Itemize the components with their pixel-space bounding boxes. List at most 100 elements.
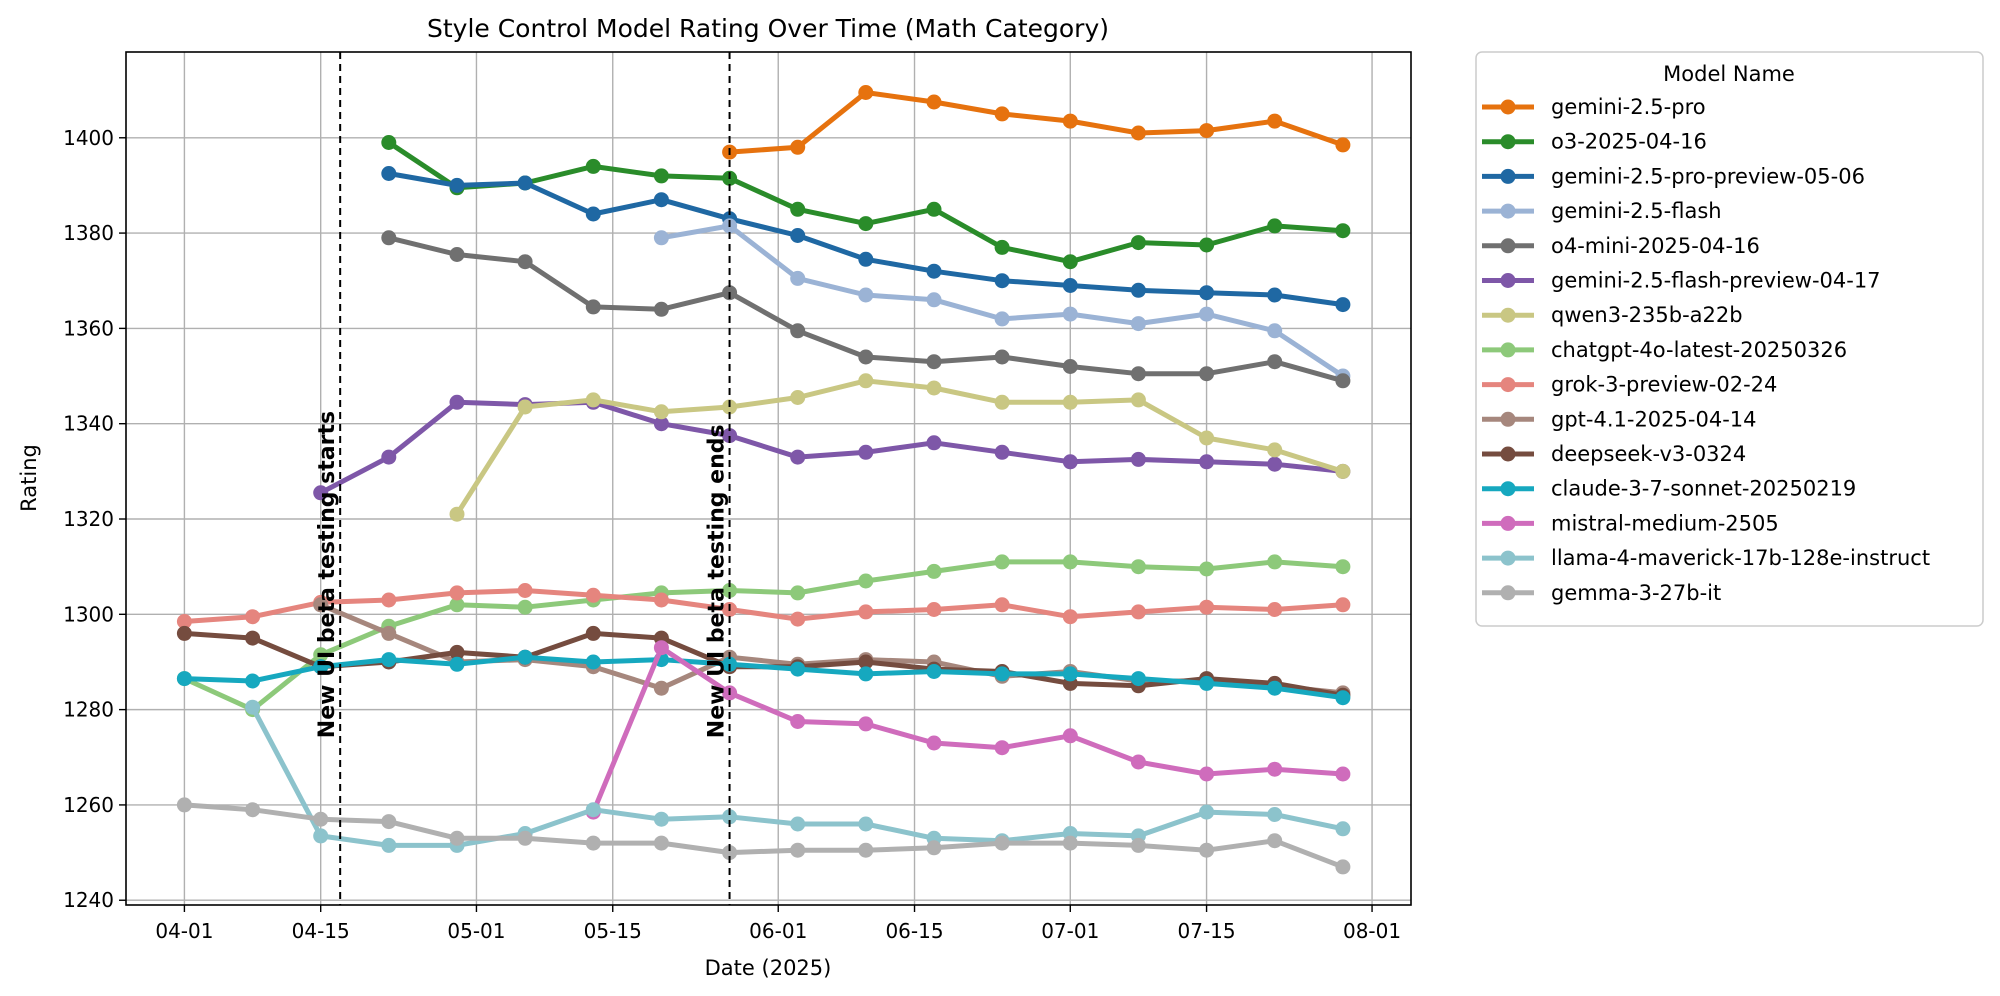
data-point [1130,604,1146,620]
data-point [1199,285,1215,301]
data-point [994,273,1010,289]
data-point [926,380,942,396]
legend-label: gpt-4.1-2025-04-14 [1551,407,1757,431]
data-point [313,811,329,827]
series-line [181,802,1346,870]
series-line [181,654,1346,701]
data-point [517,583,533,598]
data-point [926,263,942,279]
data-point [1199,599,1215,615]
data-point [1335,559,1351,575]
annotation-layer: New UI beta testing starts New UI beta te… [315,52,731,905]
data-point [1062,113,1078,129]
data-point [858,666,874,682]
data-point [245,630,261,646]
legend-item: claude-3-7-sonnet-20250219 [1482,477,1856,501]
data-point [790,228,806,243]
legend-label: o3-2025-04-16 [1551,130,1707,154]
data-point [858,654,874,670]
data-point [1267,761,1283,777]
legend-item: mistral-medium-2505 [1482,511,1779,535]
data-point [313,659,329,675]
data-point [381,625,397,641]
data-point [381,166,397,181]
data-point [1130,451,1146,467]
data-point [994,835,1010,851]
y-tick-label: 1380 [63,221,114,245]
y-tick-label: 1300 [63,602,114,626]
data-point [926,664,942,679]
x-tick-label: 04-01 [155,919,213,943]
data-point [245,673,261,689]
legend-item: grok-3-preview-02-24 [1482,373,1777,397]
legend-label: gemini-2.5-pro [1551,95,1706,119]
data-point [858,251,874,267]
data-point [790,661,806,677]
x-tick-label: 05-15 [584,919,642,943]
legend-item: gemini-2.5-flash-preview-04-17 [1482,269,1881,293]
data-point [381,814,397,830]
legend-swatch-marker [1500,134,1516,150]
legend-label: deepseek-v3-0324 [1551,442,1746,466]
series-o3-2025-04-16 [381,135,1351,270]
legend-label: claude-3-7-sonnet-20250219 [1551,477,1856,501]
y-tick-label: 1280 [63,698,114,722]
data-point [1267,807,1283,822]
series-line [727,90,1346,155]
data-point [517,830,533,846]
data-point [994,554,1010,570]
legend-swatch-marker [1500,585,1516,601]
data-point [1199,842,1215,858]
data-point [926,94,942,110]
data-point [585,587,601,603]
data-point [517,175,533,191]
data-point [926,435,942,451]
legend-swatch-marker [1500,515,1516,531]
data-point [1130,837,1146,853]
data-point [517,649,533,665]
grid [126,52,1411,905]
series-gemini-2.5-pro [722,85,1351,160]
y-tick-label: 1320 [63,507,114,531]
legend-label: qwen3-235b-a22b [1551,303,1743,327]
data-point [790,390,806,405]
data-point [1199,561,1215,577]
x-tick-label: 07-01 [1041,919,1099,943]
data-point [1199,237,1215,253]
series-qwen3-235b-a22b [449,373,1351,522]
data-point [858,842,874,858]
data-point [1267,323,1283,339]
data-point [1335,690,1351,706]
data-point [858,216,874,232]
data-point [381,135,397,150]
data-point [313,597,329,613]
legend-label: gemini-2.5-pro-preview-05-06 [1551,164,1865,188]
data-point [790,270,806,286]
data-point [1062,554,1078,570]
data-point [585,802,601,818]
legend-item: gemma-3-27b-it [1482,581,1721,605]
data-point [653,835,669,851]
data-point [1267,218,1283,234]
data-point [1199,766,1215,782]
legend-label: chatgpt-4o-latest-20250326 [1551,338,1847,362]
data-point [1335,597,1351,613]
annotation-label: New UI beta testing ends [705,424,730,738]
data-point [1267,354,1283,370]
data-point [858,716,874,732]
data-point [381,592,397,608]
data-point [176,614,192,629]
legend-label: gemini-2.5-flash [1551,199,1722,223]
data-point [1267,287,1283,303]
legend-label: llama-4-maverick-17b-128e-instruct [1551,546,1930,570]
data-point [1062,609,1078,625]
legend-item: deepseek-v3-0324 [1482,442,1746,466]
legend-swatch-marker [1500,481,1516,497]
legend-item: qwen3-235b-a22b [1482,303,1743,327]
data-point [790,714,806,729]
data-point [1199,306,1215,322]
data-point [994,740,1010,756]
data-point [1062,254,1078,270]
data-point [1130,366,1146,382]
legend-item: o3-2025-04-16 [1482,130,1707,154]
